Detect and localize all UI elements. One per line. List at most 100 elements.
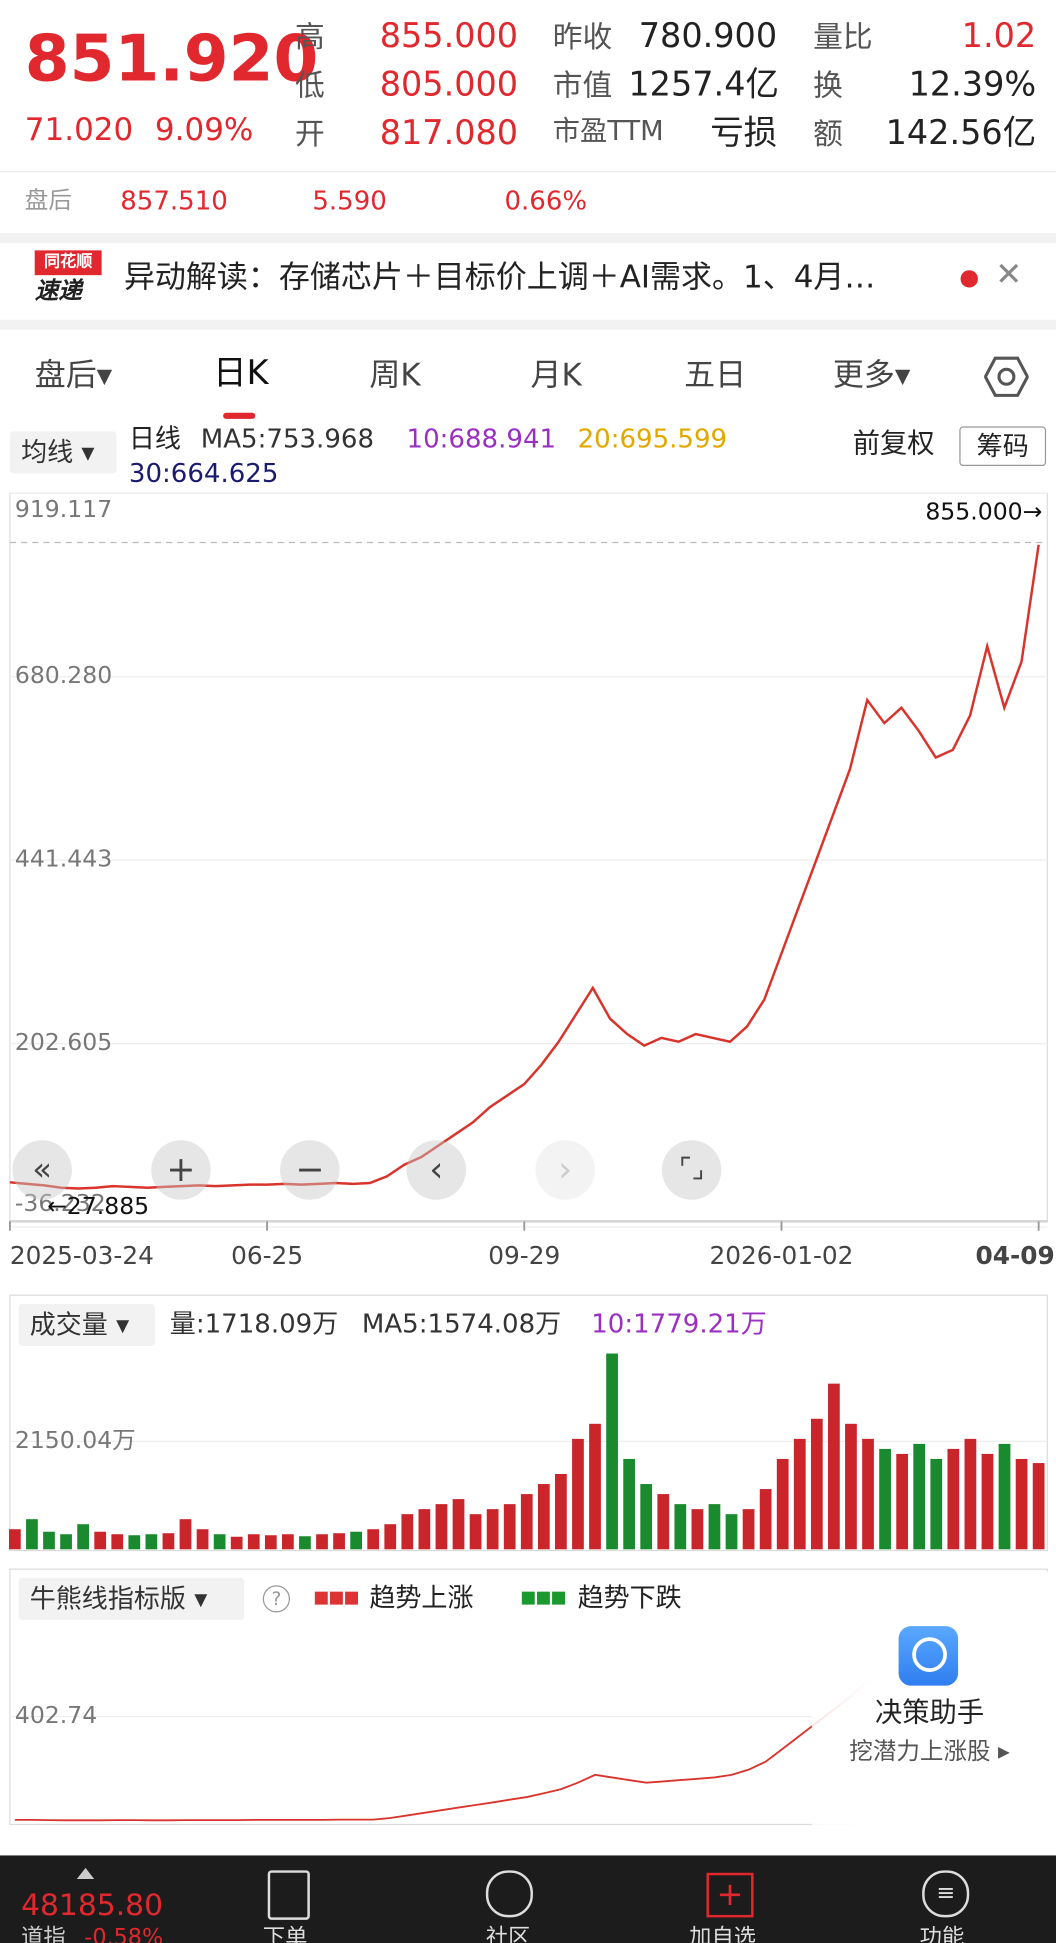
ma-selector[interactable]: 均线 ▾: [9, 431, 117, 474]
y-tick-label: 402.74: [15, 1701, 97, 1729]
close-news[interactable]: ✕: [995, 256, 1023, 294]
logo-top: 同花顺: [34, 250, 102, 276]
volume-bar: [606, 1353, 618, 1550]
volume-bar: [111, 1534, 124, 1550]
tab[interactable]: 周K: [369, 356, 421, 393]
chip-button[interactable]: 筹码: [959, 426, 1047, 467]
nav-label[interactable]: 加自选: [689, 1924, 757, 1943]
field-label: 昨收: [552, 19, 613, 55]
field-label: 换: [813, 68, 843, 103]
tab[interactable]: 月K: [530, 356, 582, 393]
field-label: 低: [294, 68, 325, 103]
volume-bar: [520, 1494, 533, 1550]
volume-bar: [145, 1534, 158, 1550]
field-value: 1257.4亿: [628, 65, 779, 105]
tab[interactable]: 五日: [684, 356, 747, 393]
index-name: 道指: [21, 1924, 66, 1943]
field-value: 817.080: [379, 114, 519, 153]
volume-bar: [350, 1531, 363, 1550]
volume-bar: [537, 1484, 550, 1550]
nav-label[interactable]: 社区: [485, 1924, 531, 1943]
volume-bar: [964, 1438, 977, 1550]
x-tick-label: 2026-01-02: [709, 1241, 853, 1270]
volume-bar: [333, 1533, 345, 1550]
help-icon[interactable]: ?: [262, 1585, 291, 1613]
zoom-out[interactable]: −: [280, 1140, 340, 1200]
volume-bar: [43, 1531, 55, 1550]
volume-bar: [60, 1534, 72, 1550]
field-value: 855.000: [379, 17, 519, 56]
legend-down: 趋势下跌: [577, 1582, 682, 1613]
y-tick-label: -36.232: [15, 1189, 106, 1217]
y-tick-label: 2150.04万: [15, 1426, 136, 1454]
expand-arrow[interactable]: [76, 1867, 95, 1879]
ma-selector-text: 均线 ▾: [21, 437, 95, 468]
divider: [0, 233, 1056, 243]
field-value: 780.900: [638, 17, 778, 56]
nav-label[interactable]: 下单: [262, 1924, 308, 1943]
volume-legend: 量:1718.09万: [169, 1308, 339, 1339]
indicator-selector-text: 牛熊线指标版 ▾: [29, 1584, 208, 1614]
fullscreen[interactable]: ⌜⌟: [661, 1140, 722, 1200]
volume-bar: [26, 1519, 38, 1550]
field-label: 市盈TTM: [552, 116, 664, 148]
change-pct: 9.09%: [154, 111, 254, 148]
news-text[interactable]: 异动解读：存储芯片＋目标价上调＋AI需求。1、4月…: [123, 261, 876, 293]
y-tick-label: 919.117: [15, 495, 112, 523]
community-icon[interactable]: [485, 1870, 533, 1918]
pan-right[interactable]: ›: [535, 1140, 595, 1200]
volume-legend: 10:1779.21万: [591, 1308, 767, 1339]
volume-bar: [691, 1509, 704, 1550]
volume-bar: [930, 1458, 943, 1550]
volume-bar: [179, 1519, 192, 1550]
low-label: ←27.885: [47, 1192, 149, 1220]
news-logo: 同花顺 速递: [30, 250, 102, 305]
volume-bar: [77, 1524, 89, 1550]
volume-bar: [572, 1438, 584, 1550]
field-label: 量比: [813, 19, 873, 55]
adjust-mode[interactable]: 前复权: [852, 428, 935, 460]
field-value: 142.56亿: [885, 114, 1037, 153]
volume-bar: [418, 1509, 431, 1550]
tab[interactable]: 盘后▾: [34, 356, 113, 393]
ma-legend: 30:664.625: [128, 458, 279, 489]
volume-selector[interactable]: 成交量 ▾: [18, 1303, 155, 1347]
zoom-in[interactable]: +: [151, 1140, 211, 1200]
volume-bar: [162, 1533, 175, 1550]
y-tick-label: 441.443: [15, 845, 112, 873]
order-icon[interactable]: [267, 1870, 310, 1920]
x-tick-label: 2025-03-24: [10, 1241, 154, 1270]
add-watch-icon[interactable]: +: [706, 1872, 754, 1918]
indicator-selector[interactable]: 牛熊线指标版 ▾: [18, 1577, 245, 1620]
nav-label[interactable]: 功能: [919, 1924, 965, 1943]
volume-bar: [435, 1504, 448, 1550]
volume-bar: [401, 1514, 414, 1550]
pan-left[interactable]: ‹: [406, 1140, 467, 1200]
volume-legend: MA5:1574.08万: [361, 1308, 562, 1339]
after-hours-label: 盘后: [24, 187, 72, 215]
assistant-title: 决策助手: [875, 1698, 985, 1730]
after-hours-pct: 0.66%: [504, 185, 588, 216]
after-hours-change: 5.590: [312, 185, 387, 216]
volume-bar: [862, 1438, 874, 1550]
volume-bar: [657, 1494, 670, 1550]
tab[interactable]: 更多▾: [832, 356, 911, 393]
assistant-card[interactable]: 决策助手 挖潜力上涨股 ▸: [811, 1571, 1056, 1826]
price-line: [9, 544, 1040, 1190]
volume-bar: [947, 1448, 960, 1550]
logo-bottom: 速递: [34, 277, 82, 305]
assistant-icon: [898, 1626, 959, 1686]
function-icon[interactable]: ≡: [922, 1870, 970, 1918]
y-tick-label: 680.280: [15, 661, 112, 689]
settings-icon[interactable]: [984, 354, 1029, 399]
legend-marker-down: ▪▪▪: [519, 1581, 567, 1612]
zoom-back[interactable]: «: [12, 1140, 72, 1200]
field-label: 额: [813, 116, 843, 152]
volume-bar: [845, 1423, 857, 1550]
high-label: 855.000→: [925, 497, 1042, 525]
volume-bar: [725, 1514, 738, 1550]
volume-bar: [503, 1504, 516, 1550]
tab-active[interactable]: 日K: [213, 354, 269, 393]
volume-bar: [299, 1536, 311, 1550]
